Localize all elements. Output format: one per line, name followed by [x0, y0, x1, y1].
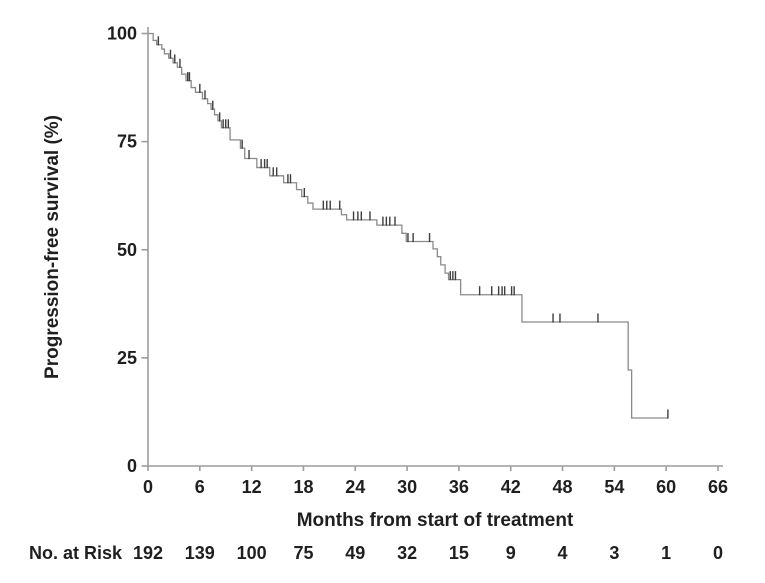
risk-table-label: No. at Risk — [29, 543, 123, 563]
risk-count-42mo: 9 — [506, 543, 516, 563]
y-tick-label-0: 0 — [127, 456, 137, 476]
x-tick-label-12: 12 — [242, 477, 262, 497]
axes — [141, 27, 723, 471]
x-axis-title: Months from start of treatment — [297, 510, 574, 531]
risk-count-0mo: 192 — [133, 543, 163, 563]
risk-count-66mo: 0 — [713, 543, 723, 563]
x-tick-label-66: 66 — [708, 477, 728, 497]
x-tick-label-54: 54 — [604, 477, 624, 497]
x-tick-label-60: 60 — [656, 477, 676, 497]
x-tick-label-30: 30 — [397, 477, 417, 497]
x-tick-label-36: 36 — [449, 477, 469, 497]
censor-marks — [157, 36, 669, 419]
y-tick-labels: 0 25 50 75 100 — [107, 24, 137, 477]
km-step-path — [148, 32, 668, 419]
risk-count-48mo: 4 — [558, 543, 568, 563]
survival-curve — [148, 32, 668, 419]
x-tick-label-48: 48 — [553, 477, 573, 497]
risk-counts-row: 192 139 100 75 49 32 15 9 4 3 1 0 — [133, 543, 723, 563]
x-tick-label-18: 18 — [293, 477, 313, 497]
y-tick-label-75: 75 — [117, 132, 137, 152]
risk-count-60mo: 1 — [661, 543, 671, 563]
x-tick-label-0: 0 — [143, 477, 153, 497]
x-tick-label-6: 6 — [195, 477, 205, 497]
x-tick-labels: 0 6 12 18 24 30 36 42 48 54 60 66 — [143, 477, 728, 497]
risk-count-30mo: 32 — [397, 543, 417, 563]
risk-count-36mo: 15 — [449, 543, 469, 563]
y-tick-label-25: 25 — [117, 348, 137, 368]
risk-count-24mo: 49 — [345, 543, 365, 563]
risk-count-54mo: 3 — [609, 543, 619, 563]
risk-count-12mo: 100 — [237, 543, 267, 563]
y-axis-title: Progression-free survival (%) — [42, 115, 63, 379]
x-tick-label-42: 42 — [501, 477, 521, 497]
risk-count-18mo: 75 — [293, 543, 313, 563]
y-tick-label-50: 50 — [117, 240, 137, 260]
risk-count-6mo: 139 — [185, 543, 215, 563]
y-tick-label-100: 100 — [107, 24, 137, 44]
x-tick-label-24: 24 — [345, 477, 365, 497]
